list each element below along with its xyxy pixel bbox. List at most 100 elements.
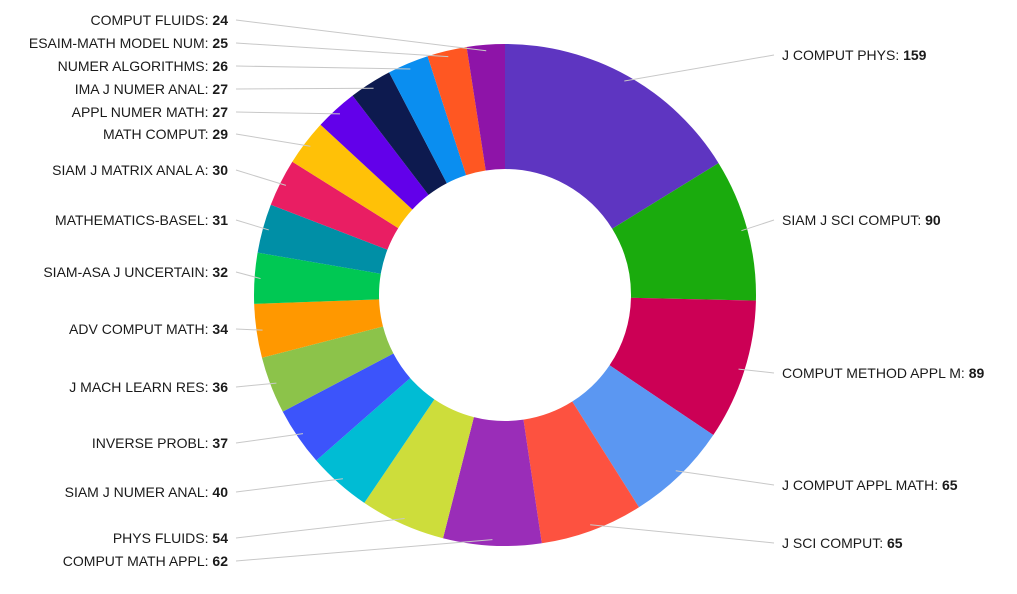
- label-value: 24: [212, 12, 228, 28]
- label-value: 40: [212, 484, 228, 500]
- slice-comput-method-appl-m: [609, 297, 756, 436]
- leader-line-esaim-math-model-num: [235, 42, 449, 58]
- label-name: INVERSE PROBL:: [92, 435, 213, 451]
- label-siam-asa-j-uncertain: SIAM-ASA J UNCERTAIN: 32: [43, 264, 228, 280]
- label-comput-fluids: COMPUT FLUIDS: 24: [91, 12, 229, 28]
- slice-appl-numer-math: [320, 95, 429, 210]
- slice-phys-fluids: [364, 399, 474, 539]
- label-phys-fluids: PHYS FLUIDS: 54: [113, 530, 228, 546]
- label-name: COMPUT MATH APPL:: [63, 553, 213, 569]
- label-name: SIAM J NUMER ANAL:: [65, 484, 213, 500]
- leader-line-comput-fluids: [235, 19, 487, 52]
- slice-j-sci-comput: [523, 401, 639, 544]
- label-value: 31: [212, 212, 228, 228]
- label-value: 30: [212, 162, 228, 178]
- leader-line-siam-j-numer-anal: [235, 478, 343, 493]
- label-ima-j-numer-anal: IMA J NUMER ANAL: 27: [75, 81, 228, 97]
- label-name: SIAM-ASA J UNCERTAIN:: [43, 264, 212, 280]
- label-j-mach-learn-res: J MACH LEARN RES: 36: [69, 379, 228, 395]
- label-name: PHYS FLUIDS:: [113, 530, 213, 546]
- label-value: 65: [942, 477, 958, 493]
- slice-comput-fluids: [466, 44, 505, 171]
- slice-ima-j-numer-anal: [352, 72, 447, 195]
- label-value: 27: [212, 104, 228, 120]
- slice-adv-comput-math: [254, 299, 384, 358]
- label-adv-comput-math: ADV COMPUT MATH: 34: [69, 321, 228, 337]
- leader-line-j-comput-appl-math: [675, 470, 775, 486]
- label-siam-j-matrix-anal-a: SIAM J MATRIX ANAL A: 30: [52, 162, 228, 178]
- label-value: 37: [212, 435, 228, 451]
- leader-line-comput-math-appl: [235, 539, 493, 562]
- label-numer-algorithms: NUMER ALGORITHMS: 26: [58, 58, 229, 74]
- label-math-comput: MATH COMPUT: 29: [103, 126, 228, 142]
- label-name: SIAM J MATRIX ANAL A:: [52, 162, 212, 178]
- label-name: COMPUT FLUIDS:: [91, 12, 213, 28]
- slice-j-mach-learn-res: [261, 326, 394, 412]
- leader-line-j-sci-comput: [590, 524, 775, 544]
- label-appl-numer-math: APPL NUMER MATH: 27: [72, 104, 229, 120]
- label-name: MATHEMATICS-BASEL:: [55, 212, 212, 228]
- label-siam-j-numer-anal: SIAM J NUMER ANAL: 40: [65, 484, 229, 500]
- label-name: MATH COMPUT:: [103, 126, 212, 142]
- label-name: COMPUT METHOD APPL M:: [782, 365, 969, 381]
- label-value: 36: [212, 379, 228, 395]
- label-name: J COMPUT PHYS:: [782, 47, 903, 63]
- label-value: 65: [887, 535, 903, 551]
- label-value: 34: [212, 321, 228, 337]
- leader-line-siam-j-sci-comput: [741, 219, 775, 232]
- label-inverse-probl: INVERSE PROBL: 37: [92, 435, 228, 451]
- slice-siam-j-sci-comput: [612, 163, 756, 301]
- slice-siam-asa-j-uncertain: [254, 252, 381, 304]
- slice-inverse-probl: [282, 353, 411, 461]
- label-name: ADV COMPUT MATH:: [69, 321, 212, 337]
- leader-line-siam-asa-j-uncertain: [235, 271, 261, 280]
- label-j-comput-phys: J COMPUT PHYS: 159: [782, 47, 927, 63]
- leader-line-mathematics-basel: [235, 219, 269, 231]
- leader-line-ima-j-numer-anal: [235, 87, 374, 90]
- label-value: 89: [969, 365, 985, 381]
- label-value: 25: [212, 35, 228, 51]
- label-value: 54: [212, 530, 228, 546]
- label-comput-math-appl: COMPUT MATH APPL: 62: [63, 553, 228, 569]
- label-value: 159: [903, 47, 927, 63]
- leader-lines-group: [235, 19, 775, 562]
- label-name: SIAM J SCI COMPUT:: [782, 212, 925, 228]
- leader-line-numer-algorithms: [235, 65, 411, 70]
- label-j-sci-comput: J SCI COMPUT: 65: [782, 535, 903, 551]
- label-comput-method-appl-m: COMPUT METHOD APPL M: 89: [782, 365, 984, 381]
- label-name: ESAIM-MATH MODEL NUM:: [29, 35, 213, 51]
- label-value: 32: [212, 264, 228, 280]
- label-value: 62: [212, 553, 228, 569]
- leader-line-inverse-probl: [235, 433, 304, 444]
- slice-esaim-math-model-num: [427, 46, 486, 176]
- slice-mathematics-basel: [257, 204, 388, 274]
- label-value: 27: [212, 81, 228, 97]
- slice-numer-algorithms: [389, 56, 467, 184]
- label-name: NUMER ALGORITHMS:: [58, 58, 213, 74]
- leader-line-j-mach-learn-res: [235, 382, 277, 388]
- labels-group: J COMPUT PHYS: 159 SIAM J SCI COMPUT: 90 C…: [29, 12, 985, 569]
- slice-comput-math-appl: [443, 417, 542, 546]
- label-j-comput-appl-math: J COMPUT APPL MATH: 65: [782, 477, 958, 493]
- label-name: J MACH LEARN RES:: [69, 379, 212, 395]
- label-siam-j-sci-comput: SIAM J SCI COMPUT: 90: [782, 212, 941, 228]
- slice-siam-j-numer-anal: [316, 378, 435, 503]
- leader-line-comput-method-appl-m: [738, 368, 775, 374]
- slices-group: [254, 44, 756, 546]
- label-mathematics-basel: MATHEMATICS-BASEL: 31: [55, 212, 228, 228]
- label-esaim-math-model-num: ESAIM-MATH MODEL NUM: 25: [29, 35, 228, 51]
- slice-math-comput: [292, 124, 413, 229]
- label-value: 26: [212, 58, 228, 74]
- leader-line-phys-fluids: [235, 517, 405, 539]
- slice-j-comput-appl-math: [572, 365, 714, 508]
- leader-line-adv-comput-math: [235, 328, 263, 331]
- leader-line-math-comput: [235, 133, 311, 147]
- leader-line-appl-numer-math: [235, 111, 340, 115]
- label-name: APPL NUMER MATH:: [72, 104, 213, 120]
- leader-line-j-comput-phys: [624, 54, 775, 82]
- leader-line-siam-j-matrix-anal-a: [235, 169, 287, 186]
- label-name: J COMPUT APPL MATH:: [782, 477, 942, 493]
- label-name: J SCI COMPUT:: [782, 535, 887, 551]
- label-value: 29: [212, 126, 228, 142]
